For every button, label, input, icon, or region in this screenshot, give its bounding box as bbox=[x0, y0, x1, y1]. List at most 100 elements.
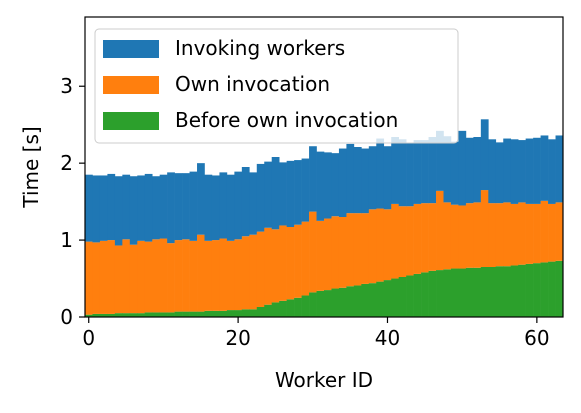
bar-segment bbox=[406, 206, 414, 276]
bars-group bbox=[85, 119, 564, 317]
bar-segment bbox=[152, 239, 160, 313]
bar-segment bbox=[167, 312, 175, 317]
bar-segment bbox=[234, 171, 243, 240]
y-tick-label: 2 bbox=[60, 151, 73, 175]
bar-segment bbox=[353, 285, 362, 317]
bar-segment bbox=[338, 287, 347, 317]
bar-segment bbox=[92, 313, 101, 317]
bar-segment bbox=[264, 227, 273, 305]
legend: Invoking workers Own invocation Before own… bbox=[94, 28, 459, 144]
bar-segment bbox=[211, 310, 220, 317]
bar-segment bbox=[421, 272, 429, 317]
bar-segment bbox=[92, 242, 101, 314]
bar-segment bbox=[346, 213, 355, 287]
bar-segment bbox=[182, 311, 190, 317]
bar-segment bbox=[211, 240, 220, 311]
axes-group: 0 20 40 60 0 1 2 3 bbox=[60, 16, 564, 350]
bar-segment bbox=[219, 310, 228, 317]
bar-segment bbox=[167, 243, 175, 313]
bar-segment bbox=[294, 297, 302, 317]
bar-segment bbox=[368, 283, 377, 317]
bar-segment bbox=[174, 311, 183, 317]
bar-segment bbox=[428, 137, 437, 204]
bar-segment bbox=[301, 221, 310, 296]
bar-segment bbox=[361, 213, 370, 284]
bar-segment bbox=[211, 175, 220, 241]
bar-segment bbox=[249, 172, 258, 235]
bar-segment bbox=[391, 137, 399, 204]
bar-segment bbox=[458, 268, 467, 317]
bar-segment bbox=[338, 217, 347, 288]
bar-segment bbox=[458, 205, 467, 269]
bar-segment bbox=[152, 312, 160, 317]
legend-label: Before own invocation bbox=[175, 108, 398, 132]
bar-segment bbox=[182, 173, 190, 240]
bar-segment bbox=[503, 138, 512, 203]
bar-segment bbox=[122, 174, 131, 240]
x-tick-label: 60 bbox=[524, 326, 549, 350]
y-tick-label: 1 bbox=[60, 228, 73, 252]
bar-segment bbox=[376, 208, 385, 282]
bar-segment bbox=[241, 167, 250, 237]
bar-segment bbox=[204, 240, 213, 311]
bar-segment bbox=[518, 140, 526, 203]
bar-segment bbox=[413, 140, 422, 204]
bar-segment bbox=[264, 304, 273, 317]
bar-segment bbox=[189, 171, 198, 241]
bar-segment bbox=[129, 176, 138, 245]
bar-segment bbox=[540, 262, 549, 317]
bar-segment bbox=[503, 266, 512, 317]
bar-segment bbox=[197, 163, 205, 235]
bar-segment bbox=[324, 290, 332, 317]
bar-segment bbox=[99, 175, 108, 241]
bar-segment bbox=[495, 266, 504, 317]
bar-segment bbox=[443, 269, 452, 317]
bar-segment bbox=[174, 240, 183, 312]
bar-segment bbox=[510, 265, 519, 317]
bar-segment bbox=[144, 241, 153, 313]
bar-segment bbox=[383, 209, 392, 281]
bar-segment bbox=[85, 241, 93, 315]
bar-segment bbox=[301, 158, 310, 222]
bar-segment bbox=[241, 309, 250, 317]
bar-segment bbox=[346, 143, 355, 214]
bar-segment bbox=[85, 174, 93, 242]
y-axis-label: Time [s] bbox=[19, 126, 43, 208]
x-tick-label: 40 bbox=[375, 326, 400, 350]
bar-segment bbox=[316, 151, 325, 221]
bar-segment bbox=[99, 240, 108, 314]
bar-segment bbox=[548, 261, 556, 317]
bar-segment bbox=[256, 307, 265, 317]
bar-segment bbox=[241, 236, 250, 310]
bar-segment bbox=[533, 203, 541, 264]
bar-segment bbox=[219, 172, 228, 239]
bar-segment bbox=[555, 260, 564, 317]
bar-segment bbox=[114, 245, 123, 314]
bar-segment bbox=[518, 264, 526, 317]
legend-swatch bbox=[103, 76, 159, 94]
legend-swatch bbox=[103, 40, 159, 58]
bar-segment bbox=[189, 311, 198, 317]
bar-segment bbox=[159, 312, 168, 317]
bar-segment bbox=[421, 203, 429, 273]
bar-segment bbox=[428, 203, 437, 271]
bar-segment bbox=[159, 238, 168, 313]
bar-segment bbox=[331, 216, 340, 289]
bar-segment bbox=[548, 203, 556, 262]
bar-segment bbox=[368, 209, 377, 284]
bar-segment bbox=[540, 135, 549, 201]
bar-segment bbox=[107, 240, 116, 314]
bar-segment bbox=[114, 313, 123, 317]
bar-segment bbox=[361, 148, 370, 214]
bar-segment bbox=[473, 202, 482, 268]
bar-segment bbox=[480, 119, 489, 191]
legend-label: Invoking workers bbox=[175, 36, 345, 60]
bar-segment bbox=[122, 313, 131, 317]
bar-segment bbox=[144, 312, 153, 317]
bar-segment bbox=[234, 310, 243, 317]
bar-segment bbox=[159, 174, 168, 239]
y-tick-label: 3 bbox=[60, 74, 73, 98]
bar-segment bbox=[331, 153, 340, 217]
x-tick-label: 20 bbox=[225, 326, 250, 350]
